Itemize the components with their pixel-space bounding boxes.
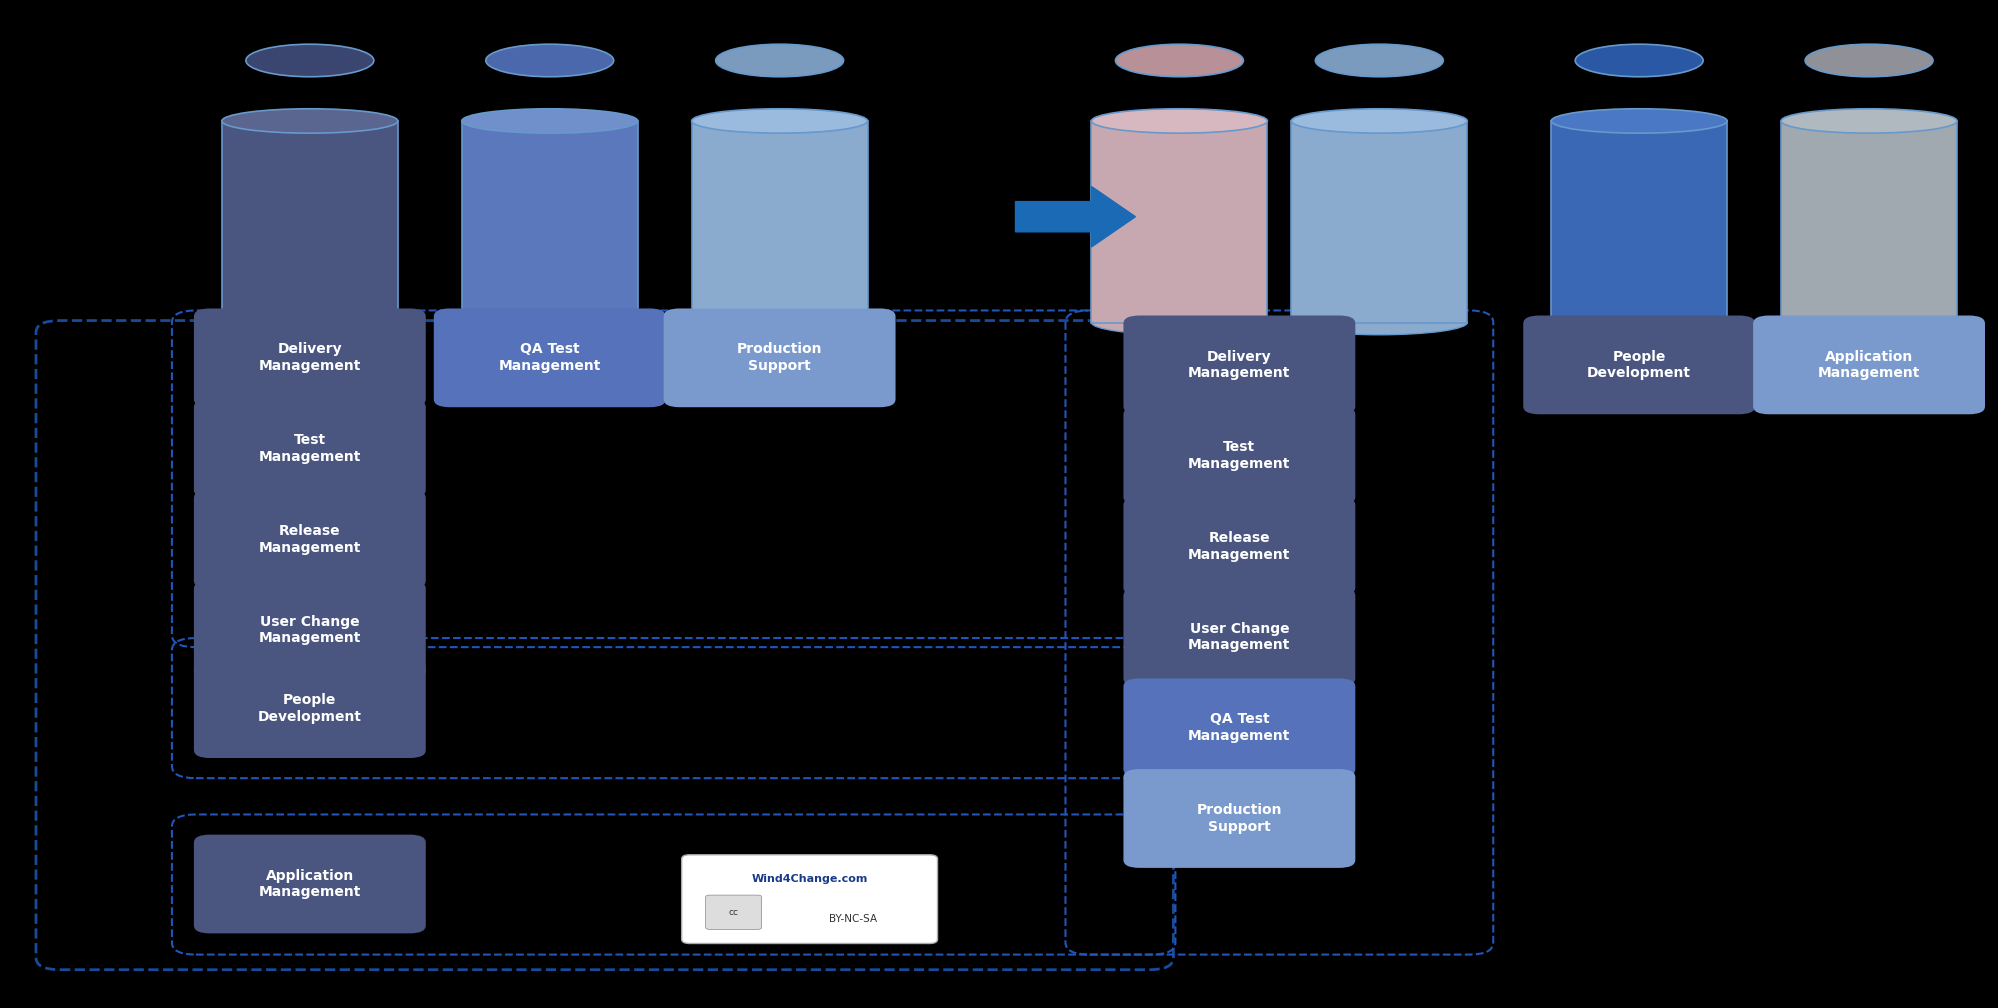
Text: QA Test
Management: QA Test Management [1187, 713, 1291, 743]
FancyBboxPatch shape [1123, 497, 1355, 596]
FancyBboxPatch shape [1123, 588, 1355, 686]
Ellipse shape [1091, 109, 1267, 133]
FancyBboxPatch shape [1522, 316, 1754, 414]
Ellipse shape [691, 310, 867, 335]
Ellipse shape [715, 44, 843, 77]
Ellipse shape [486, 44, 613, 77]
FancyBboxPatch shape [1123, 678, 1355, 777]
FancyBboxPatch shape [1123, 406, 1355, 505]
Text: cc: cc [727, 908, 739, 916]
FancyBboxPatch shape [194, 308, 426, 407]
Ellipse shape [1804, 44, 1932, 77]
Text: User Change
Management: User Change Management [258, 615, 362, 645]
FancyBboxPatch shape [194, 659, 426, 758]
Ellipse shape [1780, 310, 1956, 335]
Text: Production
Support: Production Support [1197, 803, 1281, 834]
FancyBboxPatch shape [222, 121, 398, 323]
Text: Application
Management: Application Management [258, 869, 362, 899]
Ellipse shape [691, 109, 867, 133]
Ellipse shape [1315, 44, 1443, 77]
Ellipse shape [1780, 109, 1956, 133]
FancyBboxPatch shape [1123, 769, 1355, 868]
Ellipse shape [222, 310, 398, 335]
FancyBboxPatch shape [681, 855, 937, 943]
FancyBboxPatch shape [194, 399, 426, 498]
FancyBboxPatch shape [1091, 121, 1267, 323]
Text: User Change
Management: User Change Management [1187, 622, 1291, 652]
FancyBboxPatch shape [1291, 121, 1467, 323]
FancyArrow shape [1015, 186, 1135, 247]
Text: Production
Support: Production Support [737, 343, 821, 373]
Text: Delivery
Management: Delivery Management [258, 343, 362, 373]
Ellipse shape [462, 310, 637, 335]
FancyBboxPatch shape [194, 581, 426, 679]
Ellipse shape [1550, 109, 1726, 133]
Text: Test
Management: Test Management [258, 433, 362, 464]
FancyBboxPatch shape [691, 121, 867, 323]
Text: BY-NC-SA: BY-NC-SA [829, 914, 877, 924]
Ellipse shape [462, 109, 637, 133]
FancyBboxPatch shape [1123, 316, 1355, 414]
Ellipse shape [222, 109, 398, 133]
Text: Test
Management: Test Management [1187, 440, 1291, 471]
Text: People
Development: People Development [258, 694, 362, 724]
FancyBboxPatch shape [1780, 121, 1956, 323]
Text: Release
Management: Release Management [1187, 531, 1291, 561]
Ellipse shape [1291, 109, 1467, 133]
Text: Application
Management: Application Management [1816, 350, 1920, 380]
Ellipse shape [1550, 310, 1726, 335]
FancyBboxPatch shape [194, 835, 426, 933]
FancyBboxPatch shape [462, 121, 637, 323]
FancyBboxPatch shape [1550, 121, 1726, 323]
FancyBboxPatch shape [1752, 316, 1984, 414]
Text: QA Test
Management: QA Test Management [498, 343, 601, 373]
Ellipse shape [246, 44, 374, 77]
Ellipse shape [1291, 310, 1467, 335]
Ellipse shape [1115, 44, 1243, 77]
Text: Delivery
Management: Delivery Management [1187, 350, 1291, 380]
Ellipse shape [1574, 44, 1702, 77]
FancyBboxPatch shape [705, 895, 761, 929]
FancyBboxPatch shape [663, 308, 895, 407]
Text: Wind4Change.com: Wind4Change.com [751, 874, 867, 884]
Ellipse shape [1091, 310, 1267, 335]
FancyBboxPatch shape [434, 308, 665, 407]
Text: Release
Management: Release Management [258, 524, 362, 554]
Text: People
Development: People Development [1586, 350, 1690, 380]
FancyBboxPatch shape [194, 490, 426, 589]
